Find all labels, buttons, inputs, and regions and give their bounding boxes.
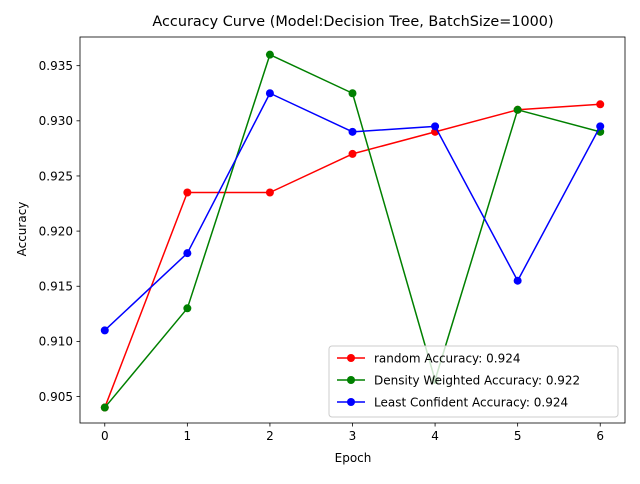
y-tick-label-5: 0.930 — [39, 114, 73, 128]
y-tick-label-1: 0.910 — [39, 335, 73, 349]
x-tick-label-3: 3 — [349, 429, 357, 443]
data-point-2-3 — [348, 127, 357, 136]
legend-label-1: Density Weighted Accuracy: 0.922 — [374, 373, 580, 387]
legend-item-2: Least Confident Accuracy: 0.924 — [337, 395, 568, 409]
x-tick-label-6: 6 — [596, 429, 604, 443]
data-point-1-1 — [183, 304, 192, 313]
x-axis-label: Epoch — [335, 451, 372, 465]
legend-marker-0 — [347, 354, 355, 362]
series-2 — [100, 89, 605, 335]
data-point-0-1 — [183, 188, 192, 197]
data-point-1-5 — [513, 105, 522, 114]
y-axis-label: Accuracy — [15, 202, 29, 257]
data-point-2-5 — [513, 276, 522, 285]
data-point-0-2 — [265, 188, 274, 197]
data-point-1-2 — [265, 50, 274, 59]
legend-marker-1 — [347, 376, 355, 384]
data-point-1-0 — [100, 403, 109, 412]
y-tick-label-4: 0.925 — [39, 169, 73, 183]
y-tick-label-6: 0.935 — [39, 59, 73, 73]
legend: random Accuracy: 0.924 Density Weighted A… — [328, 345, 619, 418]
legend-item-0: random Accuracy: 0.924 — [337, 351, 520, 365]
data-point-2-2 — [265, 89, 274, 98]
x-tick-label-0: 0 — [101, 429, 109, 443]
series-layer — [100, 50, 605, 412]
data-point-2-4 — [431, 122, 440, 131]
x-tick-label-1: 1 — [184, 429, 192, 443]
y-tick-label-2: 0.915 — [39, 280, 73, 294]
x-tick-label-5: 5 — [514, 429, 522, 443]
y-tick-label-3: 0.920 — [39, 224, 73, 238]
legend-label-2: Least Confident Accuracy: 0.924 — [374, 395, 568, 409]
data-point-2-0 — [100, 326, 109, 335]
data-point-1-3 — [348, 89, 357, 98]
legend-marker-2 — [347, 398, 355, 406]
legend-box — [328, 345, 619, 418]
data-point-0-3 — [348, 149, 357, 158]
legend-item-1: Density Weighted Accuracy: 0.922 — [337, 373, 580, 387]
chart-title: Accuracy Curve (Model:Decision Tree, Bat… — [152, 14, 553, 30]
data-point-2-1 — [183, 249, 192, 258]
x-tick-label-2: 2 — [266, 429, 274, 443]
legend-label-0: random Accuracy: 0.924 — [374, 351, 520, 365]
y-tick-label-0: 0.905 — [39, 390, 73, 404]
x-tick-label-4: 4 — [431, 429, 439, 443]
axes-layer: 0 1 2 3 4 5 6 0.905 0.910 0.915 0.920 0.925 0.930 0.9… — [39, 36, 626, 443]
data-point-0-6 — [596, 100, 605, 109]
data-point-2-6 — [596, 122, 605, 131]
